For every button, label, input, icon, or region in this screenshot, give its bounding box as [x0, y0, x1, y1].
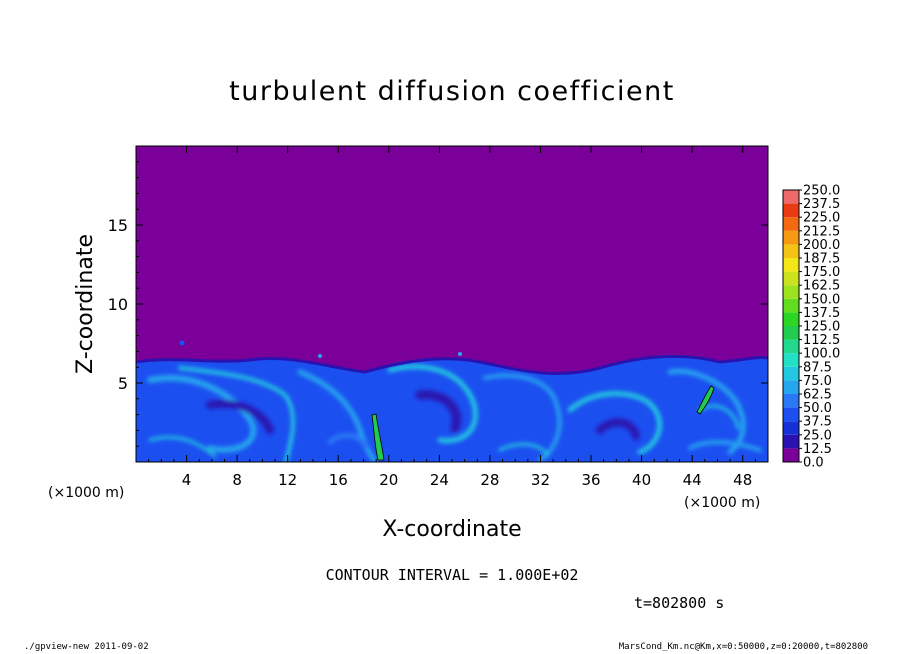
colorbar-level-label: 75.0	[803, 374, 832, 389]
colorbar-swatch	[783, 244, 799, 258]
y-tick-label: 5	[118, 374, 128, 393]
y-axis-label: Z-coordinate	[73, 234, 98, 374]
plume-1	[371, 413, 385, 461]
x-tick-label: 36	[581, 471, 600, 489]
footer-right-text: MarsCond_Km.nc@Km,x=0:50000,z=0:20000,t=…	[618, 642, 868, 652]
colorbar: 0.012.525.037.550.062.575.087.5100.0112.…	[782, 184, 840, 471]
colorbar-level-label: 200.0	[803, 238, 840, 253]
x-tick-label: 40	[632, 471, 651, 489]
x-tick-label: 48	[733, 471, 752, 489]
x-tick-label: 32	[531, 471, 550, 489]
x-tick-label: 8	[232, 471, 242, 489]
colorbar-swatch	[783, 394, 799, 408]
colorbar-level-label: 87.5	[803, 360, 832, 375]
colorbar-swatch	[783, 190, 799, 204]
colorbar-level-label: 150.0	[803, 292, 840, 307]
boundary-layer-edge	[136, 354, 768, 376]
y-axis: 5 10 15	[108, 161, 768, 447]
colorbar-level-label: 250.0	[803, 184, 840, 199]
colorbar-swatch	[783, 326, 799, 340]
x-unit-left: (×1000 m)	[48, 485, 124, 501]
colorbar-level-label: 12.5	[803, 442, 832, 457]
x-tick-label: 28	[480, 471, 499, 489]
colorbar-swatch	[783, 285, 799, 299]
y-tick-label: 10	[108, 295, 128, 314]
x-tick-label: 12	[278, 471, 297, 489]
contour-interval-label: CONTOUR INTERVAL = 1.000E+02	[325, 566, 579, 584]
colorbar-swatch	[783, 312, 799, 326]
colorbar-swatch	[783, 230, 799, 245]
colorbar-level-label: 100.0	[803, 347, 840, 362]
colorbar-swatch	[783, 339, 799, 354]
colorbar-level-label: 25.0	[803, 428, 832, 443]
colorbar-level-label: 50.0	[803, 401, 832, 416]
turbulent-layer	[136, 340, 768, 462]
colorbar-swatch	[783, 366, 799, 381]
colorbar-swatch	[783, 380, 799, 394]
x-tick-label: 24	[430, 471, 449, 489]
time-label: t=802800 s	[634, 594, 725, 612]
colorbar-swatch	[783, 217, 799, 231]
y-tick-label: 15	[108, 216, 128, 235]
colorbar-level-label: 162.5	[803, 279, 840, 294]
colorbar-swatch	[783, 298, 799, 313]
colorbar-swatch	[783, 448, 799, 462]
colorbar-level-label: 175.0	[803, 265, 840, 280]
colorbar-swatch	[783, 434, 799, 449]
x-tick-label: 44	[683, 471, 702, 489]
footer-left-text: ./gpview-new 2011-09-02	[24, 642, 149, 652]
colorbar-swatch	[783, 203, 799, 218]
colorbar-swatch	[783, 353, 799, 367]
x-tick-label: 20	[379, 471, 398, 489]
colorbar-level-label: 137.5	[803, 306, 840, 321]
x-tick-label: 16	[329, 471, 348, 489]
colorbar-swatch	[783, 258, 799, 272]
colorbar-level-label: 37.5	[803, 415, 832, 430]
x-axis-label: X-coordinate	[382, 517, 521, 542]
colorbar-level-label: 0.0	[803, 456, 824, 471]
colorbar-level-label: 225.0	[803, 211, 840, 226]
colorbar-level-label: 112.5	[803, 333, 840, 348]
colorbar-level-label: 237.5	[803, 197, 840, 212]
colorbar-level-label: 187.5	[803, 252, 840, 267]
x-axis: 4 8 12 16 20 24 28 32 36 40 44 48	[148, 146, 756, 489]
colorbar-swatch	[783, 271, 799, 286]
colorbar-level-label: 212.5	[803, 224, 840, 239]
colorbar-level-label: 125.0	[803, 320, 840, 335]
colorbar-swatch	[783, 421, 799, 435]
colorbar-swatch	[783, 407, 799, 422]
x-tick-label: 4	[182, 471, 192, 489]
chart-title: turbulent diffusion coefficient	[229, 76, 675, 107]
x-unit-right: (×1000 m)	[684, 495, 760, 511]
colorbar-level-label: 62.5	[803, 388, 832, 403]
plume-2	[696, 385, 715, 415]
